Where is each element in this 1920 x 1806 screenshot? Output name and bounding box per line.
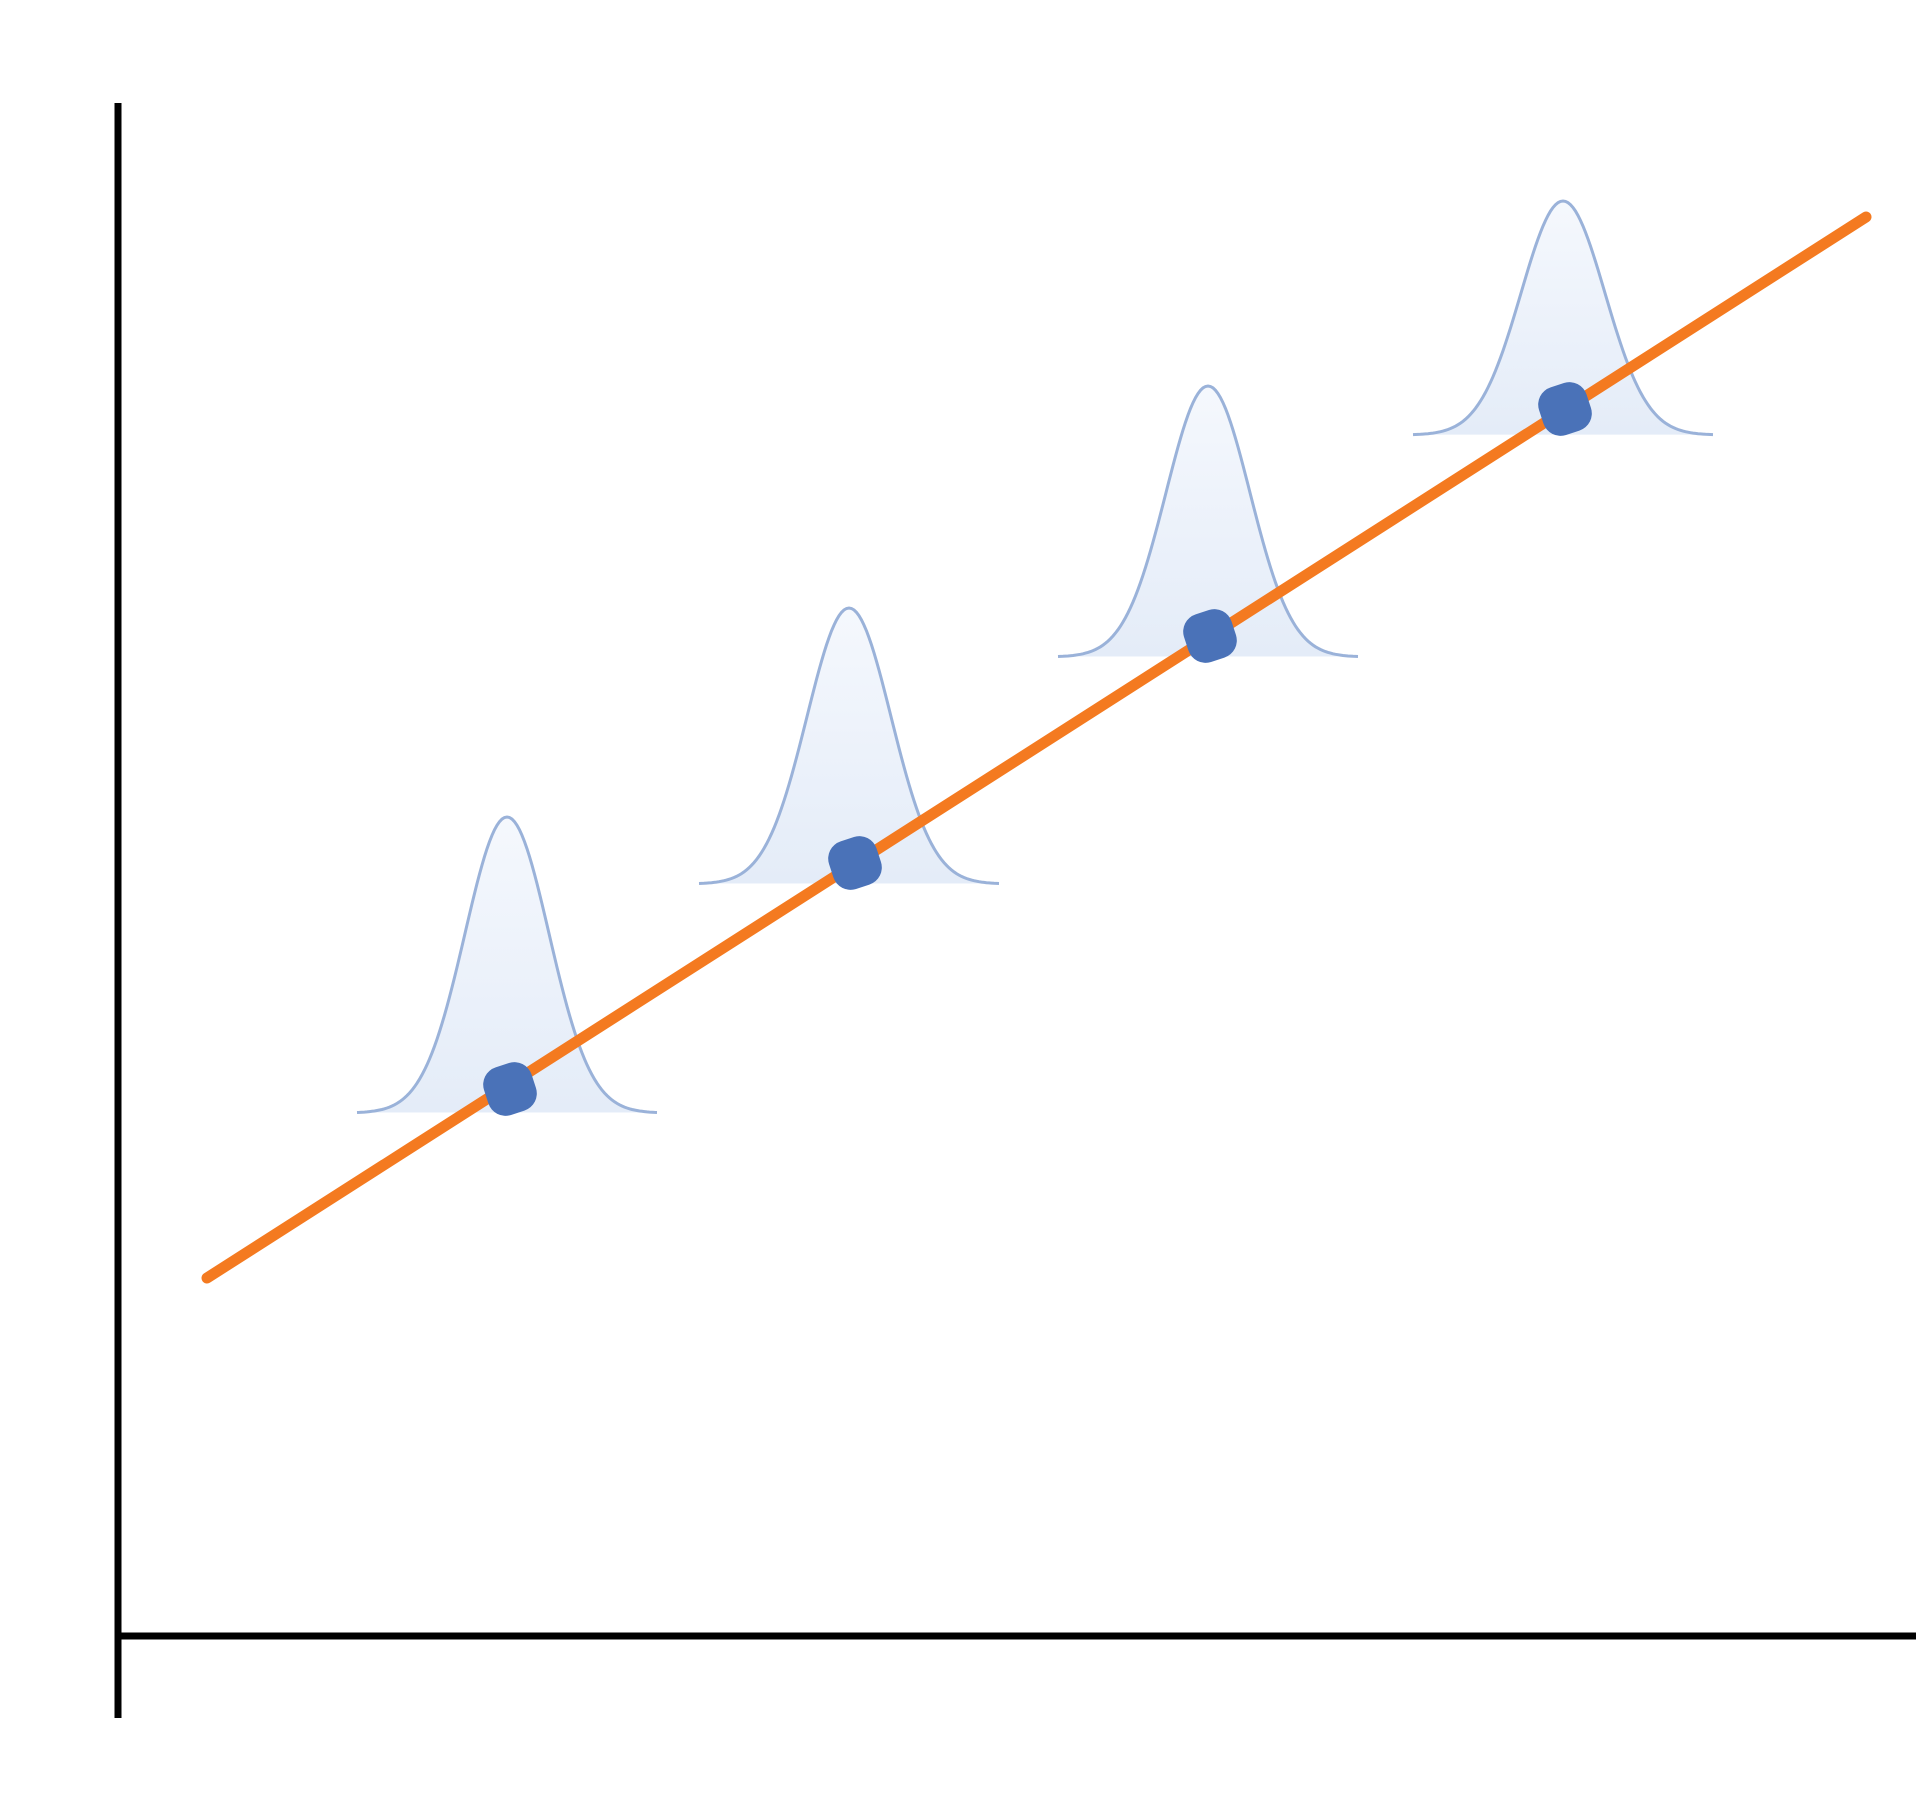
bell-curve-fill-1 xyxy=(357,817,657,1113)
data-points xyxy=(483,382,1592,1116)
bell-curve-4 xyxy=(1412,199,1714,437)
point-4 xyxy=(1538,382,1592,436)
point-2 xyxy=(828,836,882,890)
point-1 xyxy=(483,1062,537,1116)
regression-line xyxy=(201,211,1872,1284)
bell-curve-fill-2 xyxy=(699,608,999,884)
bell-curve-fill-4 xyxy=(1413,201,1713,435)
bell-curve-fill-3 xyxy=(1058,386,1358,657)
bell-curve-1 xyxy=(356,815,658,1114)
normal-distribution-curves xyxy=(356,199,1714,1114)
point-3 xyxy=(1183,609,1237,663)
bell-curve-2 xyxy=(698,606,1000,885)
bell-curve-3 xyxy=(1057,384,1359,658)
